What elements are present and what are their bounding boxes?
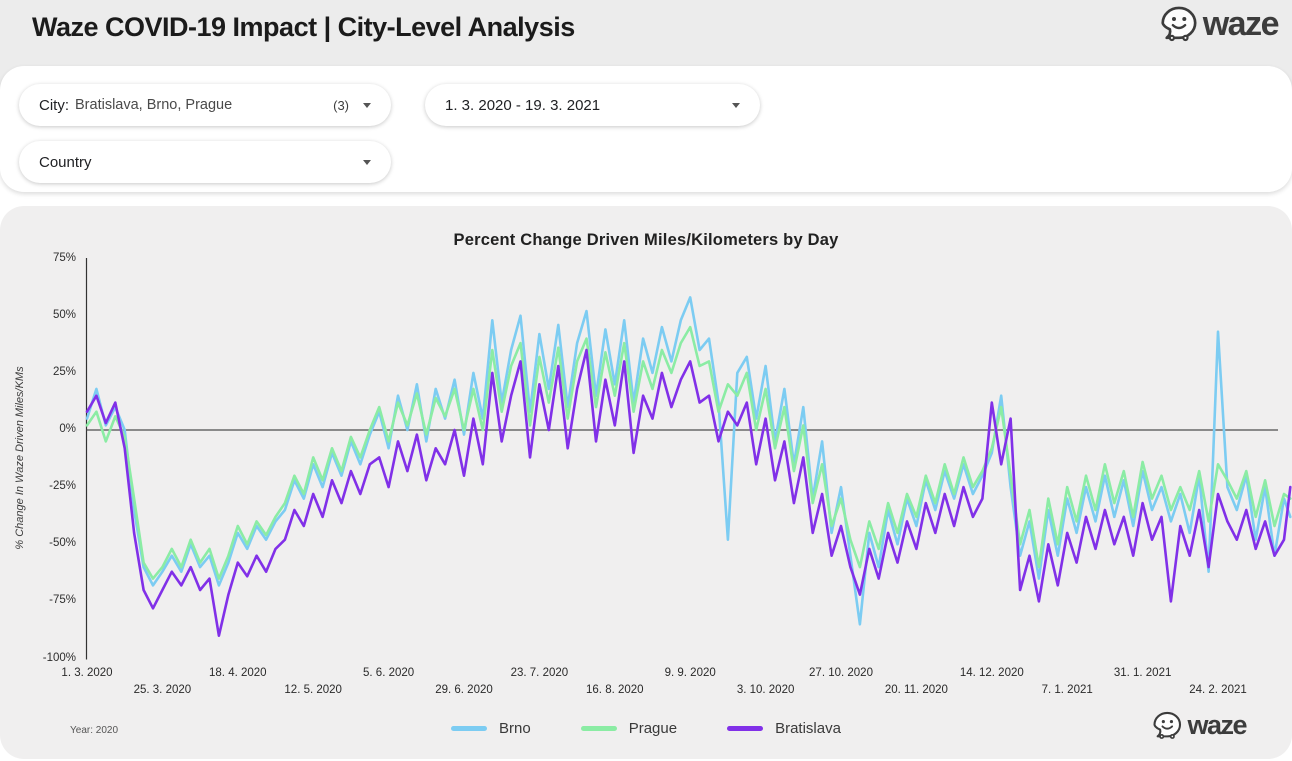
- y-axis-tick-label: 25%: [52, 365, 76, 378]
- waze-wordmark: waze: [1187, 710, 1247, 740]
- country-filter-dropdown[interactable]: Country: [19, 141, 391, 183]
- y-axis-tick-label: -50%: [49, 537, 76, 550]
- date-range-value: 1. 3. 2020 - 19. 3. 2021: [445, 96, 601, 114]
- legend-swatch: [451, 726, 488, 731]
- y-axis-tick-label: 75%: [52, 251, 76, 264]
- chart-title: Percent Change Driven Miles/Kilometers b…: [453, 231, 839, 249]
- line-chart[interactable]: [0, 206, 1292, 676]
- x-axis-tick-label: 7. 1. 2021: [1041, 684, 1093, 696]
- legend-label: Bratislava: [775, 720, 841, 737]
- series-line-brno: [85, 296, 1292, 626]
- chevron-down-icon: [732, 102, 740, 108]
- country-filter-label: Country: [39, 153, 92, 171]
- year-note: Year: 2020: [70, 725, 119, 736]
- header-waze-logo: waze: [1157, 4, 1280, 44]
- legend-swatch: [727, 726, 764, 731]
- x-axis-tick-label: 23. 7. 2020: [510, 667, 569, 679]
- legend-swatch: [580, 726, 617, 731]
- city-filter-value: Bratislava, Brno, Prague: [75, 97, 233, 113]
- x-axis-tick-label: 24. 2. 2021: [1189, 684, 1247, 696]
- legend-label: Prague: [628, 720, 678, 737]
- x-axis-tick-label: 20. 11. 2020: [884, 684, 948, 696]
- x-axis-tick-label: 3. 10. 2020: [736, 684, 795, 696]
- legend: Brno Prague Bratislava: [0, 720, 1292, 737]
- x-axis-tick-label: 1. 3. 2020: [61, 667, 113, 679]
- city-filter-dropdown[interactable]: City: Bratislava, Brno, Prague (3): [19, 84, 391, 126]
- series-line-bratislava: [85, 348, 1292, 638]
- waze-bubble-icon: [1153, 711, 1182, 739]
- x-axis-tick-label: 14. 12. 2020: [959, 667, 1024, 679]
- y-axis-tick-label: 50%: [52, 308, 76, 321]
- x-axis-tick-label: 9. 9. 2020: [664, 667, 716, 679]
- x-axis-tick-label: 31. 1. 2021: [1113, 667, 1172, 679]
- waze-wordmark: waze: [1202, 4, 1280, 43]
- y-axis-tick-label: -75%: [49, 594, 76, 607]
- x-axis-tick-label: 18. 4. 2020: [209, 667, 267, 679]
- x-axis-tick-label: 29. 6. 2020: [435, 684, 493, 696]
- footer-waze-logo: waze: [1150, 710, 1247, 741]
- x-axis-tick-label: 5. 6. 2020: [363, 667, 415, 679]
- city-filter-count: (3): [333, 97, 349, 113]
- y-axis-tick-label: -100%: [42, 651, 76, 664]
- chevron-down-icon: [363, 159, 371, 165]
- legend-label: Brno: [499, 720, 531, 737]
- waze-bubble-icon: [1161, 6, 1197, 42]
- chart-section: Percent Change Driven Miles/Kilometers b…: [0, 206, 1292, 759]
- x-axis-tick-label: 12. 5. 2020: [284, 684, 342, 696]
- series-line-prague: [85, 325, 1292, 580]
- legend-item-prague: Prague: [580, 720, 678, 737]
- x-axis-tick-label: 16. 8. 2020: [586, 684, 644, 696]
- legend-item-bratislava: Bratislava: [727, 720, 841, 737]
- chevron-down-icon: [363, 102, 371, 108]
- y-axis-tick-label: 0%: [59, 423, 76, 435]
- x-axis-tick-label: 25. 3. 2020: [133, 684, 192, 696]
- legend-item-brno: Brno: [451, 720, 531, 737]
- y-axis-tick-label: -25%: [49, 480, 76, 493]
- date-range-dropdown[interactable]: 1. 3. 2020 - 19. 3. 2021: [425, 84, 760, 126]
- page-title: Waze COVID-19 Impact | City-Level Analys…: [32, 12, 575, 42]
- city-filter-label: City:: [39, 96, 69, 114]
- y-axis-label: % Change In Waze Driven Miles/KMs: [14, 366, 26, 550]
- x-axis-tick-label: 27. 10. 2020: [809, 667, 873, 679]
- filters-section: City: Bratislava, Brno, Prague (3) 1. 3.…: [0, 66, 1292, 192]
